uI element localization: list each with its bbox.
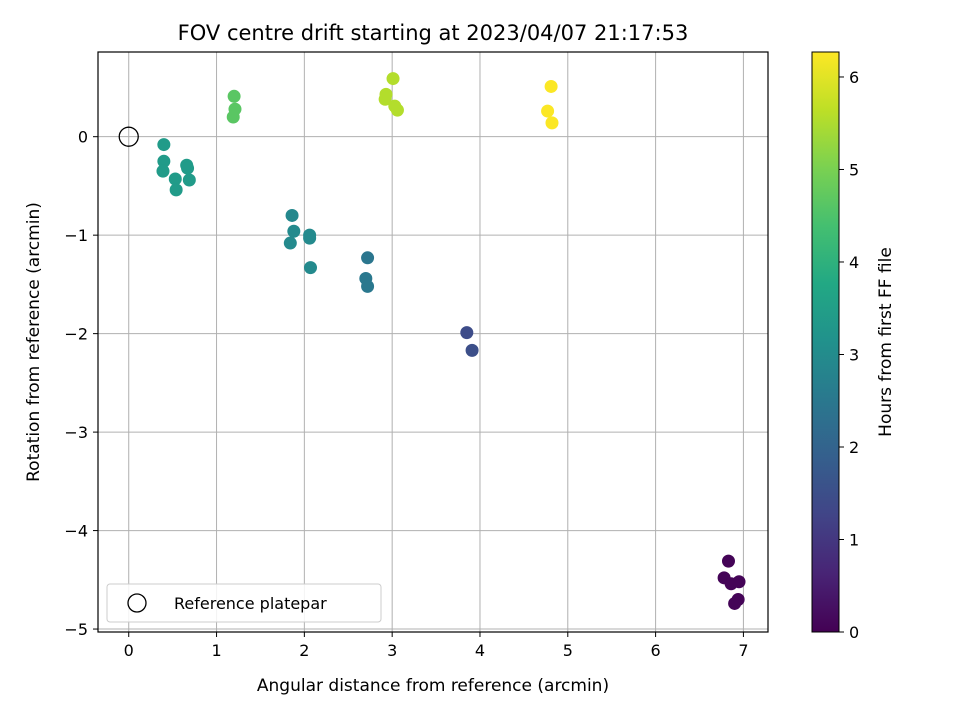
- colorbar-tick-label: 2: [849, 438, 859, 457]
- data-point: [283, 236, 297, 250]
- data-point: [544, 79, 558, 93]
- y-tick-label: −4: [64, 522, 88, 541]
- data-point: [156, 164, 170, 178]
- colorbar: 0 1 2 3 4 5 6 Hours from first FF file: [811, 51, 896, 642]
- reference-point: [118, 126, 139, 147]
- data-point: [728, 596, 742, 610]
- data-point: [157, 138, 171, 152]
- colorbar-gradient: [811, 51, 840, 633]
- colorbar-tick-label: 4: [849, 253, 859, 272]
- data-point: [386, 72, 400, 86]
- data-point: [287, 224, 301, 238]
- legend-box: [106, 583, 382, 623]
- x-tick-label: 3: [387, 641, 397, 660]
- data-point: [304, 261, 318, 275]
- colorbar-tick-label: 1: [849, 530, 859, 549]
- data-point: [157, 154, 171, 168]
- data-point: [465, 343, 479, 357]
- colorbar-tick-label: 6: [849, 68, 859, 87]
- x-tick-label: 0: [124, 641, 134, 660]
- x-tick-label: 4: [475, 641, 485, 660]
- data-point: [182, 173, 196, 187]
- data-point: [545, 116, 559, 130]
- x-tick-label: 7: [738, 641, 748, 660]
- data-point: [732, 575, 746, 589]
- data-points: [118, 72, 746, 610]
- data-point: [361, 279, 375, 293]
- data-point: [169, 183, 183, 197]
- data-point: [227, 89, 241, 103]
- y-tick-label: −1: [64, 226, 88, 245]
- data-point: [181, 161, 195, 175]
- y-axis-label: Rotation from reference (arcmin): [24, 202, 44, 482]
- y-tick-label: −3: [64, 423, 88, 442]
- data-point: [541, 104, 555, 118]
- y-axis-ticks: 0 −1 −2 −3 −4 −5: [64, 128, 98, 639]
- x-tick-label: 1: [211, 641, 221, 660]
- colorbar-tick-label: 3: [849, 345, 859, 364]
- data-point: [390, 103, 404, 117]
- legend: Reference platepar: [106, 583, 382, 623]
- colorbar-label: Hours from first FF file: [876, 247, 896, 437]
- plot-frame: [97, 51, 769, 633]
- chart-title: FOV centre drift starting at 2023/04/07 …: [178, 21, 689, 45]
- data-point: [378, 92, 392, 106]
- x-tick-label: 5: [563, 641, 573, 660]
- colorbar-ticks: 0 1 2 3 4 5 6: [839, 68, 859, 642]
- legend-marker-reference: [127, 593, 147, 613]
- colorbar-tick-label: 5: [849, 160, 859, 179]
- data-point: [168, 172, 182, 186]
- x-tick-label: 6: [651, 641, 661, 660]
- data-point: [460, 326, 474, 340]
- data-point: [361, 251, 375, 265]
- y-tick-label: −5: [64, 620, 88, 639]
- legend-label-reference: Reference platepar: [174, 594, 327, 613]
- data-point: [303, 231, 317, 245]
- x-axis-ticks: 0 1 2 3 4 5 6 7: [124, 632, 749, 660]
- grid: [98, 52, 768, 632]
- colorbar-tick-label: 0: [849, 623, 859, 642]
- data-point: [226, 110, 240, 124]
- x-axis-label: Angular distance from reference (arcmin): [257, 676, 609, 696]
- y-tick-label: −2: [64, 325, 88, 344]
- data-point: [285, 208, 299, 222]
- x-tick-label: 2: [299, 641, 309, 660]
- data-point: [721, 554, 735, 568]
- y-tick-label: 0: [78, 128, 88, 147]
